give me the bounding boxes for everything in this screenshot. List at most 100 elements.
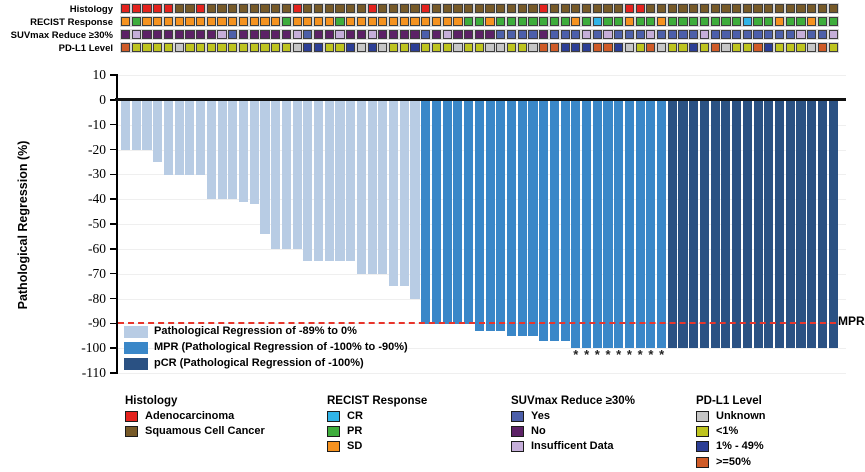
waterfall-bar: [303, 100, 313, 262]
asterisk-marker: *: [637, 347, 643, 362]
track-square: [678, 4, 688, 14]
track-square: [356, 17, 367, 27]
track-square: [560, 30, 570, 40]
track-square: [496, 30, 506, 40]
track-square: [807, 4, 817, 14]
track-square: [303, 4, 313, 14]
track-square: [592, 17, 602, 27]
legend-item-label: PR: [347, 425, 363, 438]
waterfall-bar: [582, 100, 592, 349]
track-square: [571, 30, 581, 40]
track-square: [689, 4, 699, 14]
track-square: [378, 43, 388, 53]
track-square: [206, 43, 216, 53]
track-square: [131, 43, 141, 53]
track-square: [367, 17, 377, 27]
track-square: [474, 17, 484, 27]
legend-item-label: Unknown: [716, 410, 766, 422]
zero-baseline: [115, 98, 846, 101]
track-square: [453, 17, 463, 27]
gridline: [118, 373, 846, 374]
plot-legend-label: MPR (Pathological Regression of -100% to…: [154, 341, 408, 353]
waterfall-bar: [796, 100, 806, 349]
y-tick-mark: [110, 123, 118, 126]
track-square: [431, 4, 442, 14]
legend-group-header: PD-L1 Level: [696, 395, 762, 407]
track-square: [581, 30, 592, 40]
waterfall-bar: [174, 100, 184, 175]
track-square: [753, 17, 763, 27]
track-square: [367, 30, 377, 40]
y-tick-mark: [110, 248, 118, 250]
track-square: [635, 43, 645, 53]
track-square: [153, 43, 163, 53]
waterfall-bar: [753, 100, 763, 349]
waterfall-bar: [314, 100, 324, 262]
track-square: [453, 30, 463, 40]
legend-item-label: <1%: [716, 425, 739, 438]
track-square: [807, 17, 817, 27]
track-square: [539, 30, 549, 40]
legend-swatch: [125, 426, 138, 438]
track-square: [528, 43, 538, 53]
y-tick-label: -30: [88, 166, 106, 182]
y-tick-label: -90: [88, 315, 106, 331]
track-square: [217, 4, 227, 14]
track-square: [206, 4, 216, 14]
track-square: [614, 17, 624, 27]
track-square: [571, 17, 581, 27]
waterfall-bar: [356, 100, 366, 274]
track-square: [399, 4, 409, 14]
track-square: [142, 4, 152, 14]
track-square: [764, 4, 774, 14]
track-square: [335, 30, 345, 40]
track-square: [131, 30, 141, 40]
track-square: [121, 4, 131, 14]
track-square: [496, 43, 506, 53]
track-square: [185, 43, 195, 53]
track-square: [249, 4, 259, 14]
track-row-suv: SUVmax Reduce ≥30%: [0, 30, 865, 43]
y-axis-title: Pathological Regression (%): [16, 140, 30, 310]
track-square: [196, 43, 206, 53]
track-square: [356, 4, 367, 14]
waterfall-bar: [196, 100, 206, 175]
track-square: [485, 43, 495, 53]
track-square: [657, 4, 667, 14]
track-square: [689, 17, 699, 27]
legend-group-header: Histology: [125, 395, 178, 407]
legend-swatch: [511, 411, 524, 422]
track-square: [624, 30, 635, 40]
track-square: [710, 17, 720, 27]
track-square: [249, 17, 259, 27]
track-square: [389, 4, 399, 14]
track-square: [635, 4, 645, 14]
track-square: [121, 17, 131, 27]
mpr-dashed-line: [118, 322, 836, 324]
y-tick-mark: [110, 173, 118, 176]
track-square: [732, 4, 742, 14]
track-square: [206, 30, 216, 40]
track-square: [453, 4, 463, 14]
waterfall-bar: [689, 100, 699, 349]
track-square: [249, 30, 259, 40]
waterfall-bar: [281, 100, 291, 249]
track-square: [603, 4, 613, 14]
waterfall-bar: [431, 100, 442, 324]
y-tick-mark: [110, 99, 118, 101]
waterfall-bar: [817, 100, 827, 349]
legend-item-label: CR: [347, 410, 363, 422]
track-square: [774, 43, 785, 53]
track-square: [539, 17, 549, 27]
track-square: [196, 4, 206, 14]
track-square: [442, 43, 452, 53]
waterfall-bar: [828, 100, 838, 349]
waterfall-bar: [742, 100, 752, 349]
track-square: [517, 4, 527, 14]
track-square: [603, 30, 613, 40]
track-square: [474, 43, 484, 53]
track-square: [217, 30, 227, 40]
track-square: [399, 30, 409, 40]
asterisk-marker: *: [584, 347, 590, 362]
